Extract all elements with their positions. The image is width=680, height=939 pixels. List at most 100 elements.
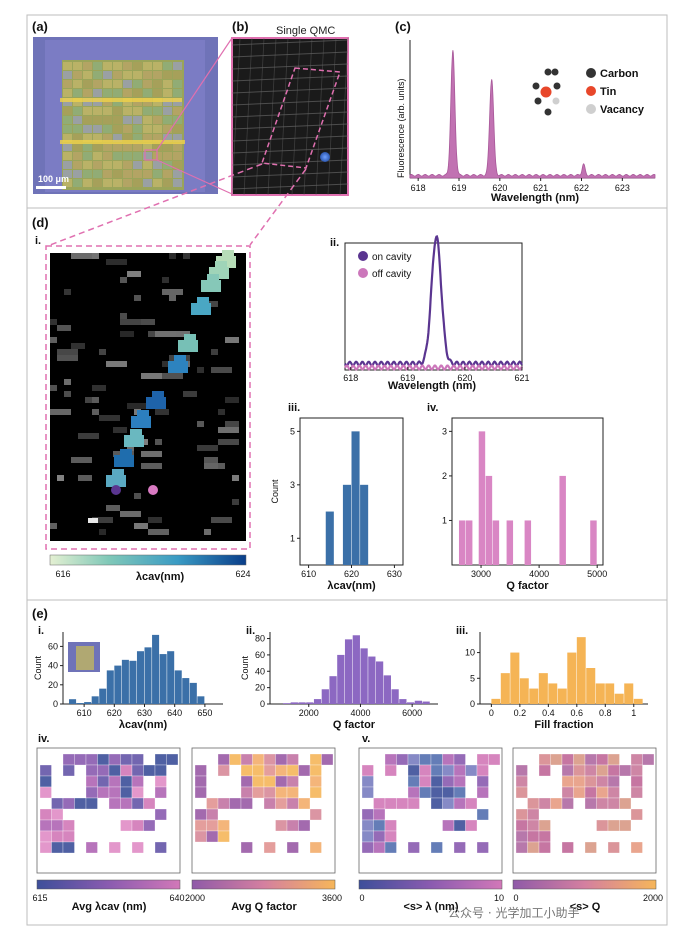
heatmap-cell: [298, 819, 311, 832]
heatmap-cell: [361, 830, 374, 843]
heatmap-cell: [384, 841, 397, 854]
heatmap-cell: [453, 841, 466, 854]
heatmap-cell: [39, 775, 52, 788]
d-iii-bar: [360, 484, 369, 565]
watermark: 公众号 · 光学加工小助手: [448, 905, 579, 920]
b-col-line: [291, 37, 301, 196]
heatmap-cell: [419, 753, 432, 766]
heatmap-cell: [108, 764, 121, 777]
legend-vacancy: Vacancy: [600, 104, 645, 116]
d-ii-xtick-label: 618: [343, 373, 358, 383]
e-ii-bar: [368, 656, 376, 704]
d-ii-xtick-label: 620: [457, 373, 472, 383]
a-cell: [83, 179, 92, 187]
panel-a-label: (a): [32, 19, 48, 34]
a-cell: [103, 161, 112, 169]
b-row-line: [231, 39, 349, 46]
cavity-blob: [124, 435, 144, 447]
heatmap-cell: [538, 797, 551, 810]
e-ii-bar: [360, 648, 368, 704]
a-cell: [163, 179, 172, 187]
heatmap-cell: [263, 775, 276, 788]
e-colorbar-min: 2000: [185, 893, 205, 903]
e-ii-ytick-label: 80: [255, 634, 265, 644]
heatmap-cell: [465, 764, 478, 777]
heatmap-cell: [561, 753, 574, 766]
map-speckle: [155, 409, 169, 415]
e-i-xlabel: λcav(nm): [119, 719, 168, 731]
e-ii-bar: [352, 635, 360, 704]
e-i-xtick-label: 650: [197, 708, 212, 718]
d-iii-xlabel: λcav(nm): [327, 580, 376, 592]
e-ii-ytick-label: 60: [255, 650, 265, 660]
heatmap-cell: [309, 786, 322, 799]
map-speckle: [141, 463, 162, 469]
heatmap-cell: [85, 764, 98, 777]
d-iii-ylabel: Count: [270, 479, 280, 504]
a-cell: [63, 143, 72, 151]
heatmap-cell: [607, 775, 620, 788]
heatmap-cell: [596, 775, 609, 788]
a-cell: [83, 143, 92, 151]
heatmap-cell: [51, 841, 64, 854]
heatmap-cell: [143, 764, 156, 777]
a-cell: [73, 161, 82, 169]
heatmap-cell: [515, 764, 528, 777]
heatmap-cell: [39, 841, 52, 854]
chart-e-ii: 2000 4000 6000 0 20 40 60 80 Q factor Count: [240, 632, 438, 731]
heatmap-cell: [630, 764, 643, 777]
heatmap-cell: [630, 808, 643, 821]
d-iii-ytick-label: 5: [290, 426, 295, 436]
b-col-line: [327, 37, 337, 196]
e-iii-ytick-label: 10: [465, 648, 475, 658]
heatmap-cell: [538, 764, 551, 777]
e-iii-bar: [614, 693, 624, 704]
heatmap-cell: [217, 819, 230, 832]
d-iii-xtick-label: 620: [344, 569, 359, 579]
e-i-ylabel: Count: [33, 656, 43, 681]
e-sub-i: i.: [38, 625, 44, 637]
heatmap-cell: [453, 786, 466, 799]
map-speckle: [218, 409, 225, 415]
map-speckle: [218, 439, 239, 445]
a-cell: [173, 89, 182, 97]
d-ii-legend: on cavity off cavity: [358, 251, 411, 280]
heatmap-cell: [240, 764, 253, 777]
heatmap-cell: [154, 841, 167, 854]
map-speckle: [113, 427, 127, 433]
e-colorbar-3: [512, 879, 657, 890]
a-cell: [83, 89, 92, 97]
panel-a-micrograph: 100 μm: [33, 37, 218, 194]
heatmap-cell: [252, 775, 265, 788]
b-col-line: [267, 37, 277, 196]
c-xtick-label: 622: [574, 183, 589, 193]
heatmap-cell: [120, 775, 133, 788]
d-iv-bar: [590, 520, 597, 565]
a-cell: [133, 116, 142, 124]
map-speckle: [50, 385, 57, 391]
a-cell: [133, 152, 142, 160]
map-speckle: [211, 367, 232, 373]
heatmap-cell: [373, 841, 386, 854]
a-cell: [133, 134, 142, 142]
e-ii-bar: [406, 702, 415, 704]
e-iii-bar: [548, 683, 558, 704]
heatmap-cell: [131, 786, 144, 799]
a-cell: [93, 170, 102, 178]
heatmap-cell: [309, 841, 322, 854]
heatmap-cell: [298, 797, 311, 810]
e-colorbar-2: [358, 879, 503, 890]
map-speckle: [169, 253, 176, 259]
a-cell: [153, 125, 162, 133]
heatmap-cell: [407, 764, 420, 777]
heatmap-cell: [62, 797, 75, 810]
e-iii-bar: [586, 668, 596, 704]
e-colorbar-min: 0: [513, 893, 518, 903]
e-ii-bar: [306, 702, 314, 704]
heatmap-cell: [584, 797, 597, 810]
e-i-bar: [197, 696, 205, 704]
e-colorbars: 615 640 Avg λcav (nm) 2000 3600 Avg Q factor 0…: [32, 879, 663, 913]
a-cell: [103, 134, 112, 142]
c-xtick-label: 620: [492, 183, 507, 193]
heatmap-cell: [240, 797, 253, 810]
